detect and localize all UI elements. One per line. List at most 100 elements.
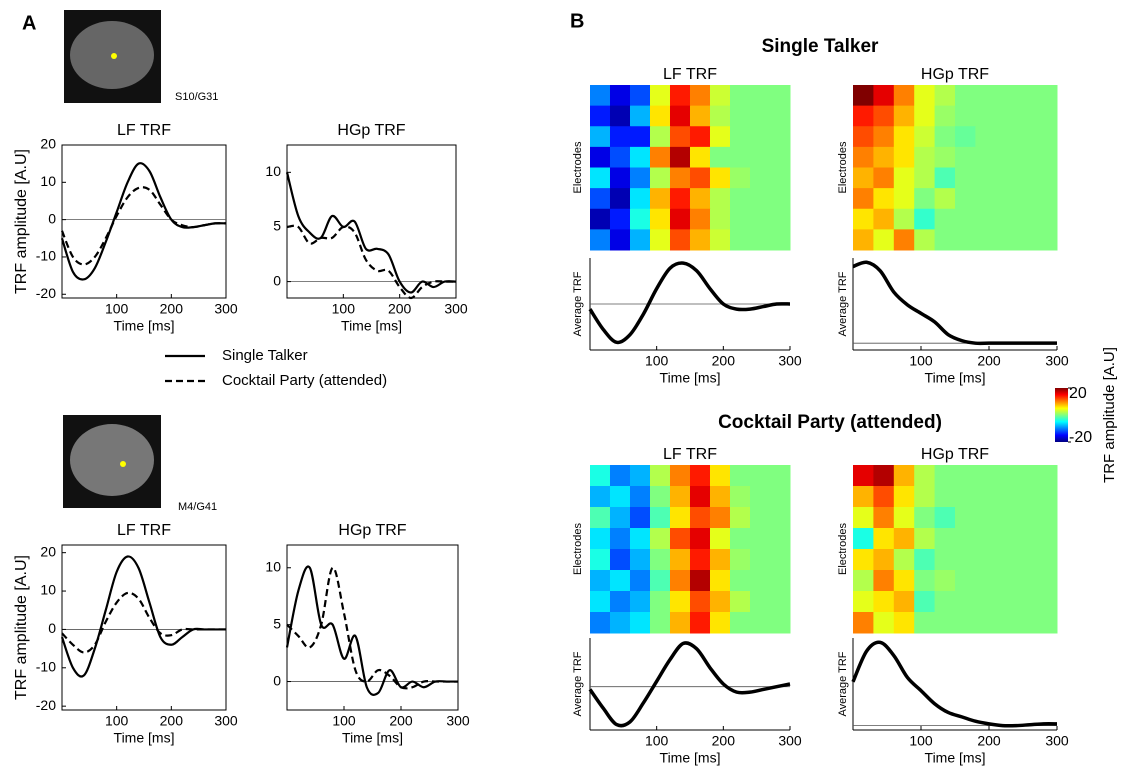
heat-cell [750,146,771,168]
heat-cell [975,167,997,189]
heat-cell [934,105,956,127]
x-tick-label: 100 [105,301,129,317]
heat-cell [710,570,731,592]
heat-cell [914,167,936,189]
trf-line [286,224,456,300]
chart-title: LF TRF [117,522,171,539]
heat-cell [750,612,771,634]
heat-cell [670,528,691,550]
heat-cell [853,528,874,550]
heat-cell [610,591,631,613]
heat-cell [630,188,651,210]
x-axis-label: Time [ms] [114,318,175,334]
heat-cell [730,85,751,107]
heat-cell [955,85,976,107]
x-axis-label: Time [ms] [925,750,986,766]
x-tick-label: 200 [388,301,412,317]
heat-cell [690,612,711,634]
heat-cell [1016,208,1038,230]
heat-cell [590,528,611,550]
heat-cell [690,146,711,168]
legend-label: Cocktail Party (attended) [222,372,387,389]
x-tick-label: 300 [446,713,470,729]
heat-cell [853,229,874,251]
heat-cell [770,229,791,251]
heat-cell [610,105,631,127]
heat-cell [873,105,895,127]
x-tick-label: 100 [645,733,669,749]
heat-cell [853,126,874,148]
x-axis-label: Time [ms] [925,370,986,386]
heat-cell [650,188,671,210]
heat-cell [730,549,751,571]
heat-cell [873,507,895,529]
heat-cell [610,528,631,550]
x-tick-label: 200 [977,353,1001,369]
heat-cell [914,208,936,230]
heat-cell [1036,549,1058,571]
heat-cell [873,591,895,613]
heat-cell [590,612,611,634]
heat-cell [975,208,997,230]
heat-cell [650,486,671,508]
heat-cell [873,167,895,189]
y-axis-label: Average TRF [837,651,849,716]
heat-cell [630,612,651,634]
heat-cell [853,507,874,529]
heat-cell [934,146,956,168]
heat-cell [873,549,895,571]
heat-cell [770,549,791,571]
heat-cell [893,146,915,168]
y-tick-label: 5 [273,218,281,234]
trf-line [285,565,458,696]
heat-cell [955,465,976,487]
x-tick-label: 200 [712,353,736,369]
y-axis-label: Electrodes [837,523,849,575]
heat-cell [690,528,711,550]
heat-cell [590,229,611,251]
y-tick-label: 10 [265,558,281,574]
heat-cell [995,188,1017,210]
heat-cell [995,612,1017,634]
heat-cell [630,208,651,230]
heat-cell [914,570,936,592]
x-axis-label: Time [ms] [342,730,403,746]
heat-cell [610,507,631,529]
subject-label: M4/G41 [178,501,217,513]
heat-cell [710,486,731,508]
heat-cell [975,507,997,529]
heat-cell [1036,188,1058,210]
colorbar [1055,388,1068,442]
chart-title: HGp TRF [921,446,989,463]
heat-cell [610,146,631,168]
x-tick-label: 100 [332,301,356,317]
chart-title: LF TRF [663,66,717,83]
heat-cell [934,570,956,592]
heat-cell [955,167,976,189]
heat-cell [610,229,631,251]
heat-cell [710,612,731,634]
heat-cell [1036,208,1058,230]
heat-cell [853,591,874,613]
heat-cell [1016,549,1038,571]
heat-cell [610,570,631,592]
heat-cell [730,507,751,529]
heat-cell [730,612,751,634]
y-tick-label: -20 [36,697,56,713]
heat-cell [1036,486,1058,508]
x-axis-label: Time [ms] [660,750,721,766]
heat-cell [730,229,751,251]
heat-cell [770,146,791,168]
trf-line [285,172,457,294]
heat-cell [750,465,771,487]
heat-cell [893,126,915,148]
heat-cell [934,208,956,230]
heat-cell [630,167,651,189]
heat-cell [955,570,976,592]
heat-cell [670,465,691,487]
y-tick-label: 20 [40,543,56,559]
heat-cell [893,528,915,550]
heat-cell [975,612,997,634]
heat-cell [670,612,691,634]
heat-cell [730,208,751,230]
